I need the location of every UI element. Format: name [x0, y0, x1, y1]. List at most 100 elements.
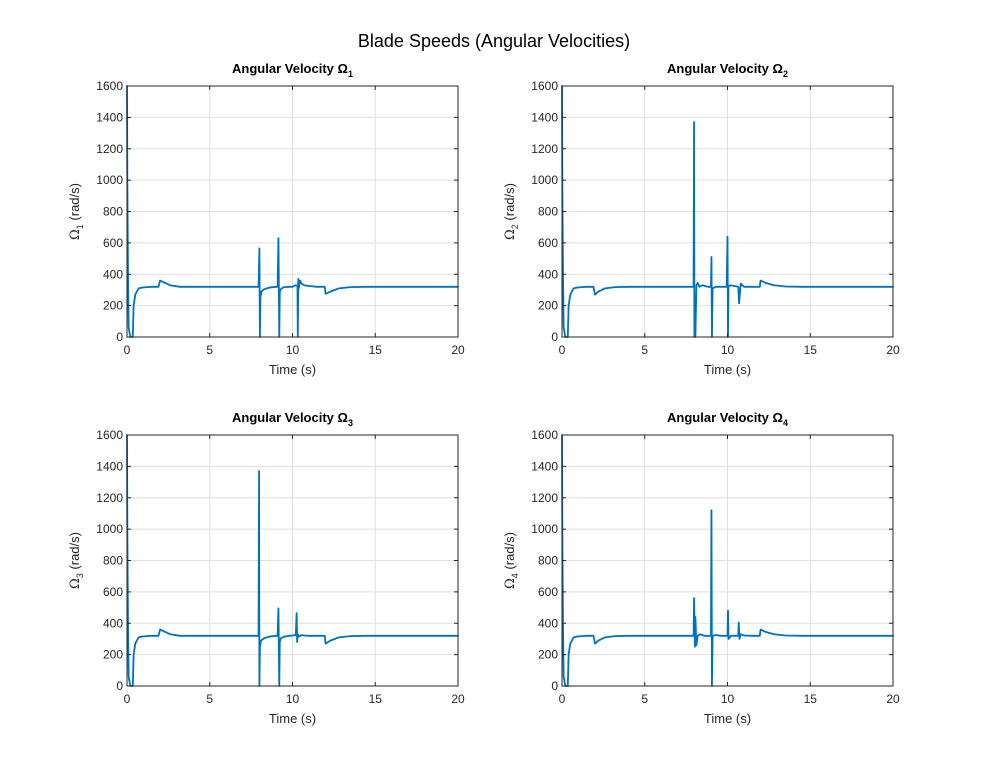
y-tick-label: 400 [103, 267, 123, 281]
y-tick-label: 400 [103, 616, 123, 630]
y-tick-label: 800 [538, 205, 558, 219]
subplot-1: 0 5 10 15 2002004006008001000120014001600Tim… [67, 61, 465, 377]
y-tick-label: 0 [551, 679, 558, 693]
subplot-title-text: Angular Velocity Ω [232, 61, 348, 76]
y-tick-label: 600 [103, 236, 123, 250]
y-tick-label: 1400 [96, 459, 123, 473]
subplot-title-text: Angular Velocity Ω [232, 410, 348, 425]
x-tick-label: 5 [641, 343, 648, 357]
y-tick-label: 1200 [96, 491, 123, 505]
y-tick-label: 200 [103, 648, 123, 662]
y-tick-label: 200 [103, 299, 123, 313]
x-tick-label: 10 [286, 343, 300, 357]
x-axis-label: Time (s) [269, 362, 316, 377]
y-axis-label-subscript: 4 [510, 573, 520, 578]
y-tick-label: 800 [103, 554, 123, 568]
y-tick-label: 200 [538, 299, 558, 313]
x-tick-label: 0 [559, 343, 566, 357]
y-axis-label-unit: (rad/s) [502, 532, 517, 573]
subplot-2: 0 5 10 15 2002004006008001000120014001600Tim… [502, 61, 900, 377]
y-tick-label: 1600 [531, 79, 558, 93]
subplot-title-subscript: 3 [348, 418, 353, 428]
y-tick-label: 0 [116, 679, 123, 693]
y-tick-label: 400 [538, 267, 558, 281]
x-tick-label: 15 [804, 692, 818, 706]
x-tick-label: 20 [451, 343, 465, 357]
y-axis-label: Ω1 (rad/s) [67, 183, 85, 240]
x-tick-label: 5 [641, 692, 648, 706]
y-axis-label-symbol: Ω [68, 229, 83, 240]
x-tick-label: 0 [124, 343, 131, 357]
y-tick-label: 600 [538, 236, 558, 250]
y-axis-label-subscript: 1 [75, 224, 85, 229]
x-tick-label: 20 [886, 343, 900, 357]
subplot-title-subscript: 2 [783, 69, 788, 79]
y-axis-label: Ω3 (rad/s) [67, 532, 85, 589]
figure-title: Blade Speeds (Angular Velocities) [358, 31, 630, 51]
y-tick-label: 800 [538, 554, 558, 568]
x-tick-label: 10 [286, 692, 300, 706]
y-axis-label-symbol: Ω [503, 578, 518, 589]
x-tick-label: 20 [451, 692, 465, 706]
y-tick-label: 800 [103, 205, 123, 219]
y-axis-label: Ω2 (rad/s) [502, 183, 520, 240]
subplot-title-text: Angular Velocity Ω [667, 61, 783, 76]
y-tick-label: 1000 [96, 173, 123, 187]
x-axis-label: Time (s) [269, 711, 316, 726]
y-axis-label: Ω4 (rad/s) [502, 532, 520, 589]
subplot-3: 0 5 10 15 2002004006008001000120014001600Tim… [67, 410, 465, 726]
y-tick-label: 200 [538, 648, 558, 662]
y-tick-label: 1400 [531, 110, 558, 124]
y-tick-label: 1000 [96, 522, 123, 536]
grid-lines [127, 435, 458, 686]
y-tick-label: 1600 [96, 428, 123, 442]
y-tick-label: 600 [538, 585, 558, 599]
series-line [126, 434, 459, 687]
y-tick-label: 1000 [531, 522, 558, 536]
x-tick-label: 10 [721, 343, 735, 357]
subplot-title: Angular Velocity Ω4 [667, 410, 788, 428]
y-tick-label: 0 [116, 330, 123, 344]
x-tick-label: 0 [559, 692, 566, 706]
x-tick-label: 10 [721, 692, 735, 706]
y-tick-label: 1600 [531, 428, 558, 442]
y-axis-label-unit: (rad/s) [67, 183, 82, 224]
x-axis-label: Time (s) [704, 362, 751, 377]
y-tick-label: 1400 [531, 459, 558, 473]
x-tick-label: 5 [206, 692, 213, 706]
x-tick-label: 20 [886, 692, 900, 706]
series-line [126, 85, 459, 338]
y-axis-label-symbol: Ω [503, 229, 518, 240]
x-tick-label: 15 [369, 692, 383, 706]
y-tick-label: 1600 [96, 79, 123, 93]
y-axis-label-symbol: Ω [68, 578, 83, 589]
y-tick-label: 600 [103, 585, 123, 599]
y-tick-label: 1000 [531, 173, 558, 187]
x-tick-label: 5 [206, 343, 213, 357]
y-tick-label: 1200 [531, 491, 558, 505]
y-axis-label-subscript: 3 [75, 573, 85, 578]
subplot-title: Angular Velocity Ω1 [232, 61, 353, 79]
subplot-title-subscript: 1 [348, 69, 353, 79]
series-line [561, 434, 894, 687]
subplot-title-subscript: 4 [783, 418, 788, 428]
x-tick-label: 15 [804, 343, 818, 357]
subplot-title: Angular Velocity Ω2 [667, 61, 788, 79]
y-axis-label-subscript: 2 [510, 224, 520, 229]
subplot-title-text: Angular Velocity Ω [667, 410, 783, 425]
y-tick-label: 1200 [96, 142, 123, 156]
x-tick-label: 0 [124, 692, 131, 706]
y-tick-label: 1400 [96, 110, 123, 124]
y-tick-label: 0 [551, 330, 558, 344]
y-tick-label: 1200 [531, 142, 558, 156]
series-line [561, 85, 894, 338]
y-axis-label-unit: (rad/s) [67, 532, 82, 573]
y-axis-label-unit: (rad/s) [502, 183, 517, 224]
x-tick-label: 15 [369, 343, 383, 357]
x-axis-label: Time (s) [704, 711, 751, 726]
subplot-4: 0 5 10 15 2002004006008001000120014001600Tim… [502, 410, 900, 726]
subplot-title: Angular Velocity Ω3 [232, 410, 353, 428]
grid-lines [127, 86, 458, 337]
y-tick-label: 400 [538, 616, 558, 630]
